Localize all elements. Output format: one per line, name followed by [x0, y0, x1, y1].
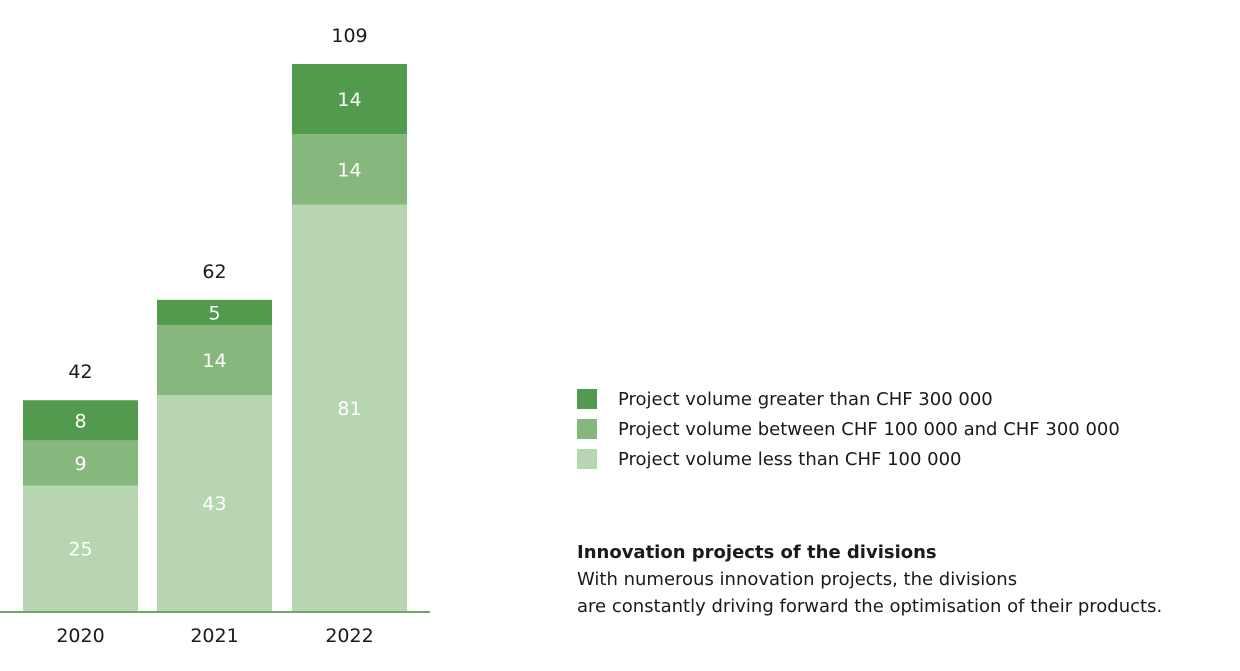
data-label-2021-large: 5 [208, 302, 220, 324]
legend-swatch-large [577, 389, 597, 409]
legend-item-medium: Project volume between CHF 100 000 and C… [577, 414, 1120, 444]
data-label-2021-small: 43 [202, 493, 226, 515]
x-tick-2022: 2022 [325, 625, 373, 647]
caption-line-2: are constantly driving forward the optim… [577, 596, 1163, 617]
legend-item-small: Project volume less than CHF 100 000 [577, 444, 1120, 474]
x-tick-2020: 2020 [56, 625, 104, 647]
total-label-2020: 42 [68, 361, 92, 383]
legend-label-small: Project volume less than CHF 100 000 [618, 448, 962, 470]
stacked-bar-chart: 25 9 8 42 43 14 5 62 81 14 14 109 2020 2021 2022 [0, 25, 430, 647]
bar-2021-large [157, 299, 272, 325]
legend-label-medium: Project volume between CHF 100 000 and C… [618, 418, 1120, 440]
total-label-2021: 62 [202, 261, 226, 283]
bar-2021-medium [157, 324, 272, 396]
bar-2020-large [23, 400, 138, 441]
legend: Project volume greater than CHF 300 000 … [577, 384, 1120, 474]
data-label-2022-small: 81 [337, 398, 361, 420]
data-label-2020-large: 8 [74, 410, 86, 432]
bar-2020-medium [23, 440, 138, 486]
total-label-2022: 109 [331, 25, 367, 47]
data-label-2022-large: 14 [337, 89, 361, 111]
bar-group: 25 9 8 42 43 14 5 62 81 14 14 109 [23, 25, 407, 611]
caption-line-1: With numerous innovation projects, the d… [577, 569, 1018, 590]
data-label-2020-medium: 9 [74, 453, 86, 475]
legend-swatch-small [577, 449, 597, 469]
caption-title: Innovation projects of the divisions [577, 542, 937, 563]
bar-2022-medium [292, 134, 407, 205]
legend-swatch-medium [577, 419, 597, 439]
chart-caption: Innovation projects of the divisions Wit… [577, 540, 1227, 620]
data-label-2022-medium: 14 [337, 159, 361, 181]
data-label-2021-medium: 14 [202, 350, 226, 372]
data-label-2020-small: 25 [68, 538, 92, 560]
bar-2022-large [292, 64, 407, 135]
bar-2020-small [23, 485, 138, 611]
x-tick-2021: 2021 [190, 625, 238, 647]
legend-item-large: Project volume greater than CHF 300 000 [577, 384, 1120, 414]
x-tick-group: 2020 2021 2022 [56, 625, 373, 647]
bar-2021-small [157, 395, 272, 611]
bar-2022-small [292, 204, 407, 611]
legend-label-large: Project volume greater than CHF 300 000 [618, 388, 993, 410]
